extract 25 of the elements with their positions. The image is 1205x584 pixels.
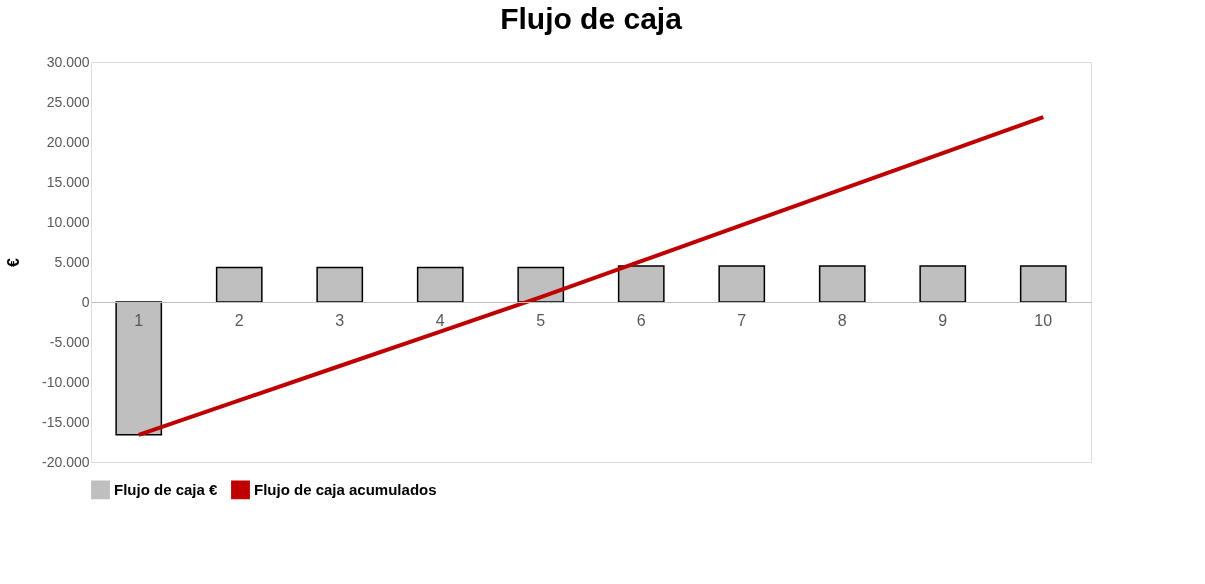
legend-label: Flujo de caja acumulados — [254, 480, 437, 498]
y-tick-label: -20.000 — [42, 453, 90, 470]
x-tick-label: 7 — [737, 311, 747, 329]
x-tick-label: 1 — [134, 311, 144, 329]
x-tick-label: 10 — [1034, 311, 1053, 329]
chart-title: Flujo de caja — [500, 2, 683, 35]
y-tick-label: 5.000 — [54, 253, 90, 270]
x-tick-label: 9 — [938, 311, 948, 329]
x-tick-label: 2 — [234, 311, 244, 329]
y-tick-label: -10.000 — [42, 373, 90, 390]
x-tick-label: 3 — [335, 311, 345, 329]
y-tick-label: 10.000 — [46, 213, 90, 230]
y-tick-label: 25.000 — [46, 93, 90, 110]
y-tick-label: -15.000 — [42, 413, 90, 430]
x-tick-label: 5 — [536, 311, 546, 329]
x-tick-label: 8 — [837, 311, 847, 329]
y-tick-label: 15.000 — [46, 173, 90, 190]
legend-label: Flujo de caja € — [114, 480, 219, 498]
y-axis-title: € — [5, 257, 23, 267]
y-tick-label: -5.000 — [49, 333, 90, 350]
y-tick-label: 30.000 — [46, 53, 90, 70]
x-tick-label: 6 — [636, 311, 646, 329]
y-tick-label: 20.000 — [46, 133, 90, 150]
x-tick-label: 4 — [435, 311, 445, 329]
y-tick-label: 0 — [81, 293, 90, 310]
